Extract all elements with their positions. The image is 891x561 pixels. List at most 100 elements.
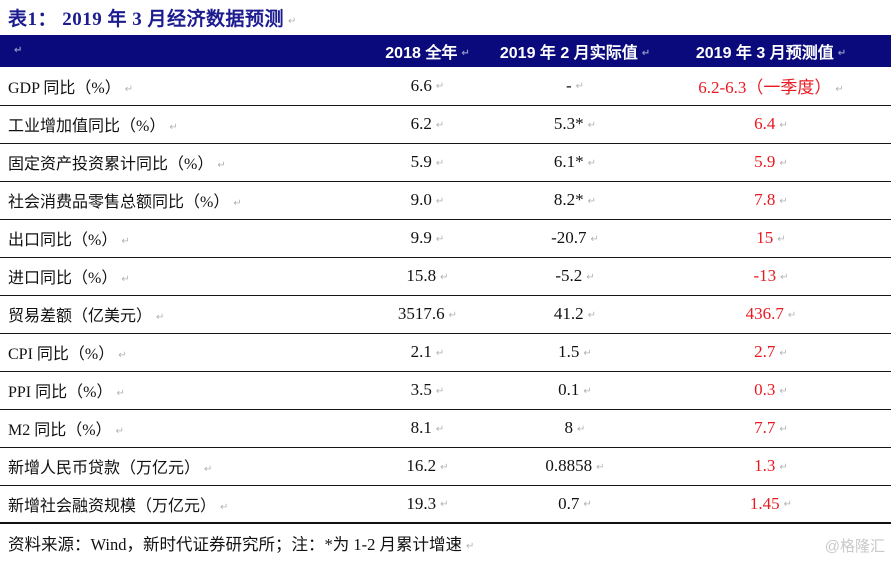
value-mar2019-forecast: 436.7 ↵ <box>745 304 797 323</box>
value-feb2019: -5.2 ↵ <box>555 266 595 285</box>
row-label: GDP 同比（%） ↵ <box>8 79 134 97</box>
table-row: 进口同比（%） ↵ 15.8 ↵ -5.2 ↵ -13 ↵ <box>0 257 891 295</box>
header-cell-feb2019: 2019 年 2 月实际值 ↵ <box>499 45 651 62</box>
table-row: PPI 同比（%） ↵ 3.5 ↵ 0.1 ↵ 0.3 ↵ <box>0 371 891 409</box>
paragraph-mark-icon: ↵ <box>835 83 844 95</box>
paragraph-mark-icon: ↵ <box>440 271 449 283</box>
paragraph-mark-icon: ↵ <box>169 121 178 133</box>
paragraph-mark-icon: ↵ <box>779 157 788 169</box>
paragraph-mark-icon: ↵ <box>233 197 242 209</box>
table-title-row: 表1： 2019 年 3 月经济数据预测 ↵ <box>0 0 891 30</box>
paragraph-mark-icon: ↵ <box>583 347 592 359</box>
row-label: 出口同比（%） ↵ <box>8 232 130 249</box>
paragraph-mark-icon: ↵ <box>115 425 124 437</box>
paragraph-mark-icon: ↵ <box>448 309 458 321</box>
paragraph-mark-icon: ↵ <box>779 195 788 207</box>
header-cell-empty: ↵ <box>0 35 356 67</box>
paragraph-mark-icon: ↵ <box>779 423 788 435</box>
value-mar2019-forecast: 5.9 ↵ <box>754 152 788 171</box>
table-row: 社会消费品零售总额同比（%） ↵ 9.0 ↵ 8.2* ↵ 7.8 ↵ <box>0 181 891 219</box>
paragraph-mark-icon: ↵ <box>288 15 297 27</box>
watermark: @格隆汇 <box>824 538 885 555</box>
header-cell-2018: 2018 全年 ↵ <box>385 45 470 62</box>
table-row: 新增人民币贷款（万亿元） ↵ 16.2 ↵ 0.8858 ↵ 1.3 ↵ <box>0 447 891 485</box>
value-mar2019-forecast: 7.8 ↵ <box>754 190 788 209</box>
value-mar2019-forecast: 1.3 ↵ <box>754 456 788 475</box>
paragraph-mark-icon: ↵ <box>837 48 847 60</box>
row-label: 新增社会融资规模（万亿元） ↵ <box>8 497 229 515</box>
header-cell-mar2019: 2019 年 3 月预测值 ↵ <box>695 45 847 62</box>
value-2018: 8.1 ↵ <box>410 418 445 437</box>
value-2018: 6.2 ↵ <box>410 114 445 133</box>
value-feb2019: 8.2* ↵ <box>553 190 597 209</box>
paragraph-mark-icon: ↵ <box>596 461 605 473</box>
value-feb2019: 5.3* ↵ <box>553 114 597 133</box>
paragraph-mark-icon: ↵ <box>435 347 445 359</box>
value-2018: 9.0 ↵ <box>410 190 445 209</box>
paragraph-mark-icon: ↵ <box>586 271 595 283</box>
paragraph-mark-icon: ↵ <box>779 119 788 131</box>
row-label: M2 同比（%） ↵ <box>8 422 124 439</box>
value-2018: 15.8 ↵ <box>406 266 449 285</box>
paragraph-mark-icon: ↵ <box>590 233 599 245</box>
table-row: 新增社会融资规模（万亿元） ↵ 19.3 ↵ 0.7 ↵ 1.45 ↵ <box>0 485 891 523</box>
row-label: CPI 同比（%） ↵ <box>8 346 127 363</box>
row-label: 工业增加值同比（%） ↵ <box>8 118 178 135</box>
value-mar2019-forecast: 1.45 ↵ <box>749 493 793 513</box>
paragraph-mark-icon: ↵ <box>435 81 445 93</box>
table-row: M2 同比（%） ↵ 8.1 ↵ 8 ↵ 7.7 ↵ <box>0 409 891 447</box>
paragraph-mark-icon: ↵ <box>575 81 585 93</box>
value-mar2019-forecast: 7.7 ↵ <box>754 418 788 437</box>
value-feb2019: 41.2 ↵ <box>553 304 597 323</box>
paragraph-mark-icon: ↵ <box>435 385 445 397</box>
paragraph-mark-icon: ↵ <box>587 119 597 131</box>
value-mar2019-forecast: -13 ↵ <box>753 266 789 285</box>
economic-forecast-table: ↵ 2018 全年 ↵ 2019 年 2 月实际值 ↵ 2019 年 3 月预测值 ↵… <box>0 35 891 524</box>
paragraph-mark-icon: ↵ <box>220 501 229 513</box>
paragraph-mark-icon: ↵ <box>124 83 134 95</box>
paragraph-mark-icon: ↵ <box>779 385 788 397</box>
paragraph-mark-icon: ↵ <box>116 387 125 399</box>
value-mar2019-forecast: 15 ↵ <box>756 228 786 247</box>
value-feb2019: -20.7 ↵ <box>551 228 599 247</box>
table-row: 工业增加值同比（%） ↵ 6.2 ↵ 5.3* ↵ 6.4 ↵ <box>0 105 891 143</box>
row-label: PPI 同比（%） ↵ <box>8 384 125 401</box>
value-mar2019-forecast: 6.4 ↵ <box>754 114 788 133</box>
paragraph-mark-icon: ↵ <box>435 423 445 435</box>
value-2018: 9.9 ↵ <box>410 228 445 247</box>
paragraph-mark-icon: ↵ <box>435 119 445 131</box>
paragraph-mark-icon: ↵ <box>204 463 213 475</box>
paragraph-mark-icon: ↵ <box>440 461 449 473</box>
value-feb2019: 0.8858 ↵ <box>545 456 605 475</box>
paragraph-mark-icon: ↵ <box>583 499 592 511</box>
value-feb2019: 0.1 ↵ <box>558 380 592 399</box>
paragraph-mark-icon: ↵ <box>779 461 788 473</box>
paragraph-mark-icon: ↵ <box>780 271 789 283</box>
row-label: 进口同比（%） ↵ <box>8 270 130 287</box>
value-mar2019-forecast: 0.3 ↵ <box>754 380 788 399</box>
table-row: GDP 同比（%） ↵ 6.6 ↵ - ↵ 6.2-6.3（一季度） ↵ <box>0 67 891 105</box>
paragraph-mark-icon: ↵ <box>217 159 226 171</box>
paragraph-mark-icon: ↵ <box>577 423 586 435</box>
value-mar2019-forecast: 2.7 ↵ <box>754 342 788 361</box>
table-row: 贸易差额（亿美元） ↵ 3517.6 ↵ 41.2 ↵ 436.7 ↵ <box>0 295 891 333</box>
paragraph-mark-icon: ↵ <box>777 233 786 245</box>
header-row: ↵ 2018 全年 ↵ 2019 年 2 月实际值 ↵ 2019 年 3 月预测值 ↵ <box>0 35 891 67</box>
paragraph-mark-icon: ↵ <box>118 349 127 361</box>
row-label: 贸易差额（亿美元） ↵ <box>8 308 165 325</box>
paragraph-mark-icon: ↵ <box>779 347 788 359</box>
paragraph-mark-icon: ↵ <box>156 311 165 323</box>
paragraph-mark-icon: ↵ <box>787 309 797 321</box>
value-2018: 19.3 ↵ <box>406 493 449 513</box>
paragraph-mark-icon: ↵ <box>587 195 597 207</box>
table-row: CPI 同比（%） ↵ 2.1 ↵ 1.5 ↵ 2.7 ↵ <box>0 333 891 371</box>
source-note-text: 资料来源：Wind，新时代证券研究所；注：*为 1-2 月累计增速 <box>8 535 462 554</box>
table-title: 表1： 2019 年 3 月经济数据预测 <box>8 9 285 30</box>
paragraph-mark-icon: ↵ <box>121 273 130 285</box>
row-label: 固定资产投资累计同比（%） ↵ <box>8 156 226 173</box>
paragraph-mark-icon: ↵ <box>466 540 475 552</box>
value-feb2019: - ↵ <box>565 75 585 95</box>
value-mar2019-forecast: 6.2-6.3（一季度） ↵ <box>698 78 844 98</box>
value-2018: 2.1 ↵ <box>410 342 445 361</box>
paragraph-mark-icon: ↵ <box>641 48 651 60</box>
